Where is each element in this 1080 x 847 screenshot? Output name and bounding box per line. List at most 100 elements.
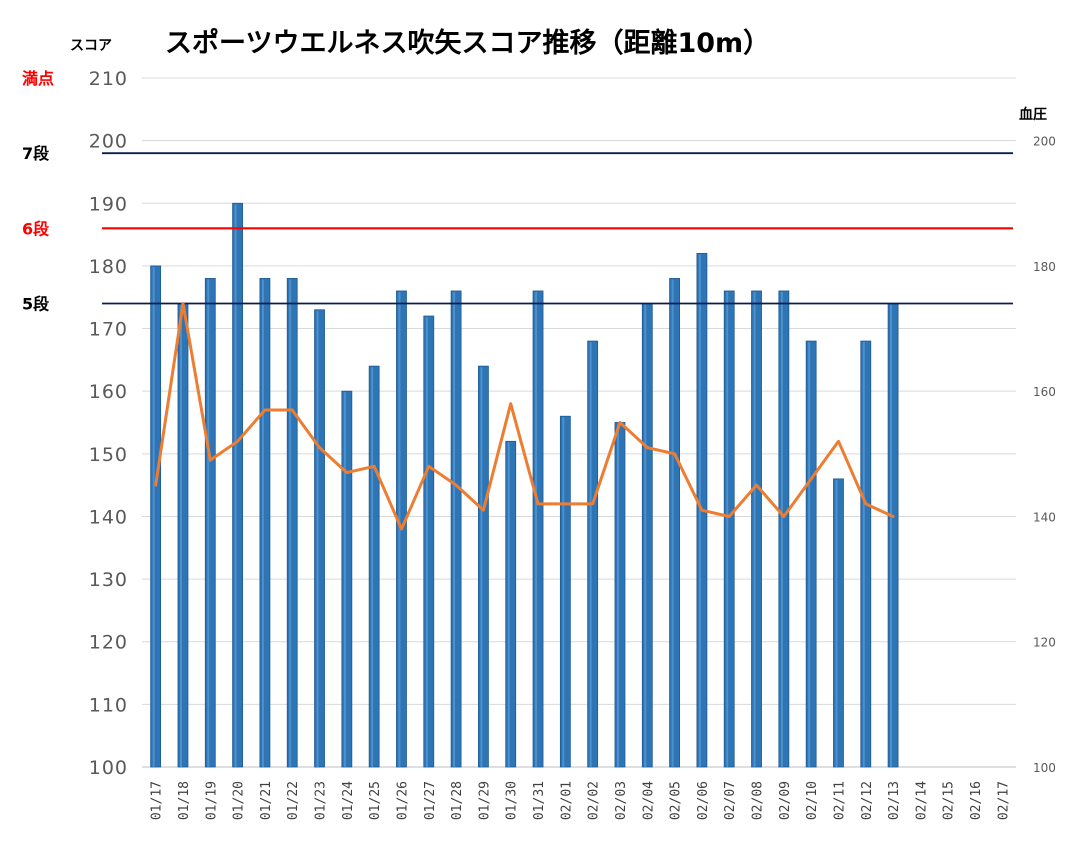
score-bar	[778, 290, 790, 768]
score-bar-highlight	[890, 304, 893, 767]
right-tick-label: 140	[1033, 510, 1056, 524]
score-bar	[150, 265, 162, 768]
x-tick-label: 01/21	[259, 781, 274, 820]
score-bar	[833, 478, 844, 768]
score-bar-highlight	[507, 442, 510, 767]
left-tick-label: 140	[89, 506, 128, 528]
score-bar	[314, 309, 325, 768]
x-tick-label: 01/24	[341, 781, 356, 820]
score-bar	[368, 365, 380, 768]
score-bar-highlight	[862, 342, 865, 767]
score-bar-highlight	[453, 291, 456, 767]
reference-label: 満点	[22, 69, 54, 88]
score-bar-highlight	[289, 279, 292, 767]
right-tick-label: 180	[1033, 260, 1056, 274]
score-bar	[614, 422, 626, 768]
x-tick-label: 02/06	[696, 781, 711, 820]
x-tick-label: 01/30	[505, 781, 520, 820]
score-bar	[341, 390, 353, 768]
score-bars	[150, 202, 899, 768]
right-tick-label: 200	[1033, 135, 1056, 149]
blood-pressure-line	[154, 302, 895, 531]
score-bar-highlight	[207, 279, 210, 767]
score-bar	[669, 278, 680, 768]
left-axis-title: スコア	[70, 38, 112, 54]
score-bar-highlight	[343, 392, 346, 767]
x-tick-label: 02/02	[587, 781, 602, 820]
score-bar-highlight	[589, 342, 592, 767]
left-axis-ticks: 100 110 120 130 140 150 160 170 180 190 200 210	[89, 68, 128, 779]
x-tick-label: 02/08	[751, 781, 766, 820]
x-tick-label: 02/16	[969, 781, 984, 820]
x-tick-label: 02/11	[832, 781, 847, 820]
score-bar-highlight	[234, 204, 237, 768]
x-tick-label: 01/19	[204, 781, 219, 820]
score-bar	[505, 440, 517, 768]
score-bar	[723, 290, 735, 768]
x-tick-label: 02/05	[669, 781, 684, 820]
reference-label: 5段	[22, 294, 50, 313]
x-tick-label: 01/17	[150, 781, 165, 820]
left-tick-label: 190	[89, 193, 128, 215]
x-tick-label: 02/04	[641, 781, 656, 820]
x-tick-label: 02/14	[914, 781, 929, 820]
x-axis-ticks: 01/17 01/18 01/19 01/20 01/21 01/22 01/23 01/24…	[150, 781, 1012, 820]
x-tick-label: 01/18	[177, 781, 192, 820]
left-tick-label: 100	[89, 757, 128, 779]
x-tick-label: 01/20	[232, 781, 247, 820]
gridlines	[142, 77, 1016, 768]
x-tick-label: 02/03	[614, 781, 629, 820]
right-axis-ticks: 100 120 140 160 180 200	[1033, 135, 1056, 775]
score-bar-highlight	[535, 291, 538, 767]
left-tick-label: 130	[89, 569, 128, 591]
right-tick-label: 120	[1033, 636, 1056, 650]
score-bar-highlight	[780, 291, 783, 767]
x-tick-label: 02/09	[778, 781, 793, 820]
score-bar-highlight	[671, 279, 674, 767]
score-bar	[286, 278, 298, 768]
score-bar	[177, 303, 189, 768]
left-tick-label: 210	[89, 68, 128, 90]
x-tick-label: 01/25	[368, 781, 383, 820]
score-bar	[641, 303, 653, 768]
x-tick-label: 01/28	[450, 781, 465, 820]
chart-title: スポーツウエルネス吹矢スコア推移（距離10m）	[165, 27, 770, 59]
x-tick-label: 01/27	[423, 781, 438, 820]
score-bar-highlight	[835, 479, 838, 767]
score-bar-highlight	[562, 417, 565, 767]
score-bar	[204, 278, 216, 768]
reference-label: 7段	[22, 144, 50, 163]
x-tick-label: 01/26	[395, 781, 410, 820]
score-bar	[450, 290, 462, 768]
score-bar-highlight	[616, 423, 619, 767]
score-bar-highlight	[425, 317, 428, 767]
x-tick-label: 02/10	[805, 781, 820, 820]
left-tick-label: 150	[89, 444, 128, 466]
reference-label: 6段	[22, 219, 50, 238]
left-tick-label: 180	[89, 256, 128, 278]
score-bar	[751, 290, 762, 768]
x-tick-label: 02/12	[860, 781, 875, 820]
x-tick-label: 01/29	[477, 781, 492, 820]
x-tick-label: 02/07	[723, 781, 738, 820]
x-tick-label: 01/22	[286, 781, 301, 820]
left-tick-label: 110	[89, 694, 128, 716]
score-bar	[860, 340, 872, 768]
score-bar-highlight	[753, 291, 756, 767]
score-bar-highlight	[726, 291, 729, 767]
score-bar-highlight	[808, 342, 811, 767]
blood-pressure-series	[154, 302, 895, 531]
score-bar	[587, 340, 599, 768]
left-tick-label: 120	[89, 632, 128, 654]
left-tick-label: 170	[89, 319, 128, 341]
score-bar	[259, 278, 271, 768]
score-bar-highlight	[698, 254, 701, 767]
score-bar	[232, 202, 243, 768]
x-tick-label: 02/17	[996, 781, 1011, 820]
left-tick-label: 160	[89, 381, 128, 403]
right-axis-title: 血圧	[1019, 106, 1047, 123]
score-bar-highlight	[261, 279, 264, 767]
score-bar	[478, 365, 489, 768]
score-bar	[805, 340, 817, 768]
